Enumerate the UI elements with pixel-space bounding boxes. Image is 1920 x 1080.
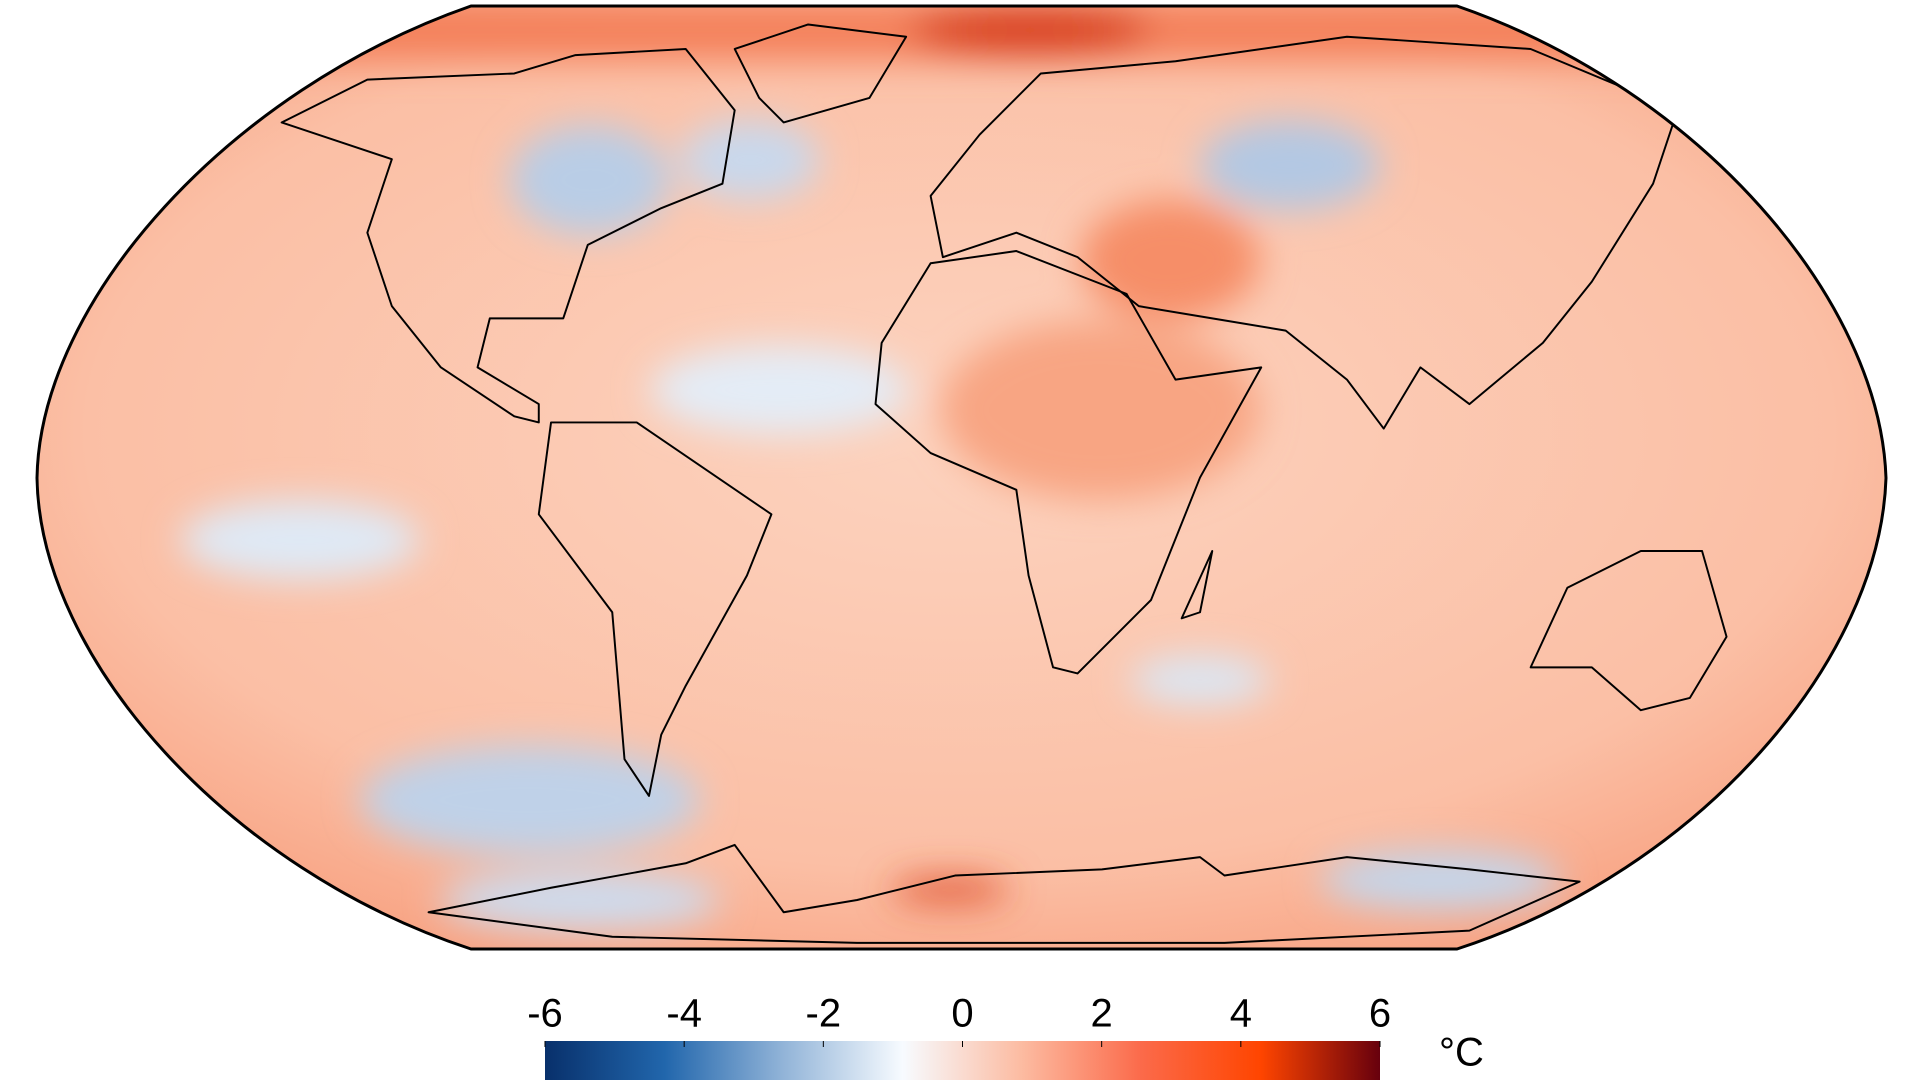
anomaly-patches	[37, 6, 1886, 930]
coastlines	[280, 23, 1728, 944]
colorbar-tick-label: 6	[1369, 992, 1391, 1036]
colorbar: °C -6 -4 -2 0 2 4 6	[527, 992, 1484, 1080]
colorbar-tick-label: -2	[806, 992, 842, 1036]
colorbar-tick-label: 2	[1091, 992, 1113, 1036]
map-area	[37, 6, 1886, 949]
ocean-field	[37, 6, 1886, 949]
colorbar-unit: °C	[1439, 1031, 1484, 1075]
colorbar-tick-label: -6	[527, 992, 563, 1036]
colorbar-bar	[545, 1041, 1380, 1080]
colorbar-tick-label: -4	[666, 992, 702, 1036]
colorbar-tick-label: 4	[1230, 992, 1252, 1036]
colorbar-tick-label: 0	[951, 992, 973, 1036]
map-outline	[35, 4, 1888, 951]
